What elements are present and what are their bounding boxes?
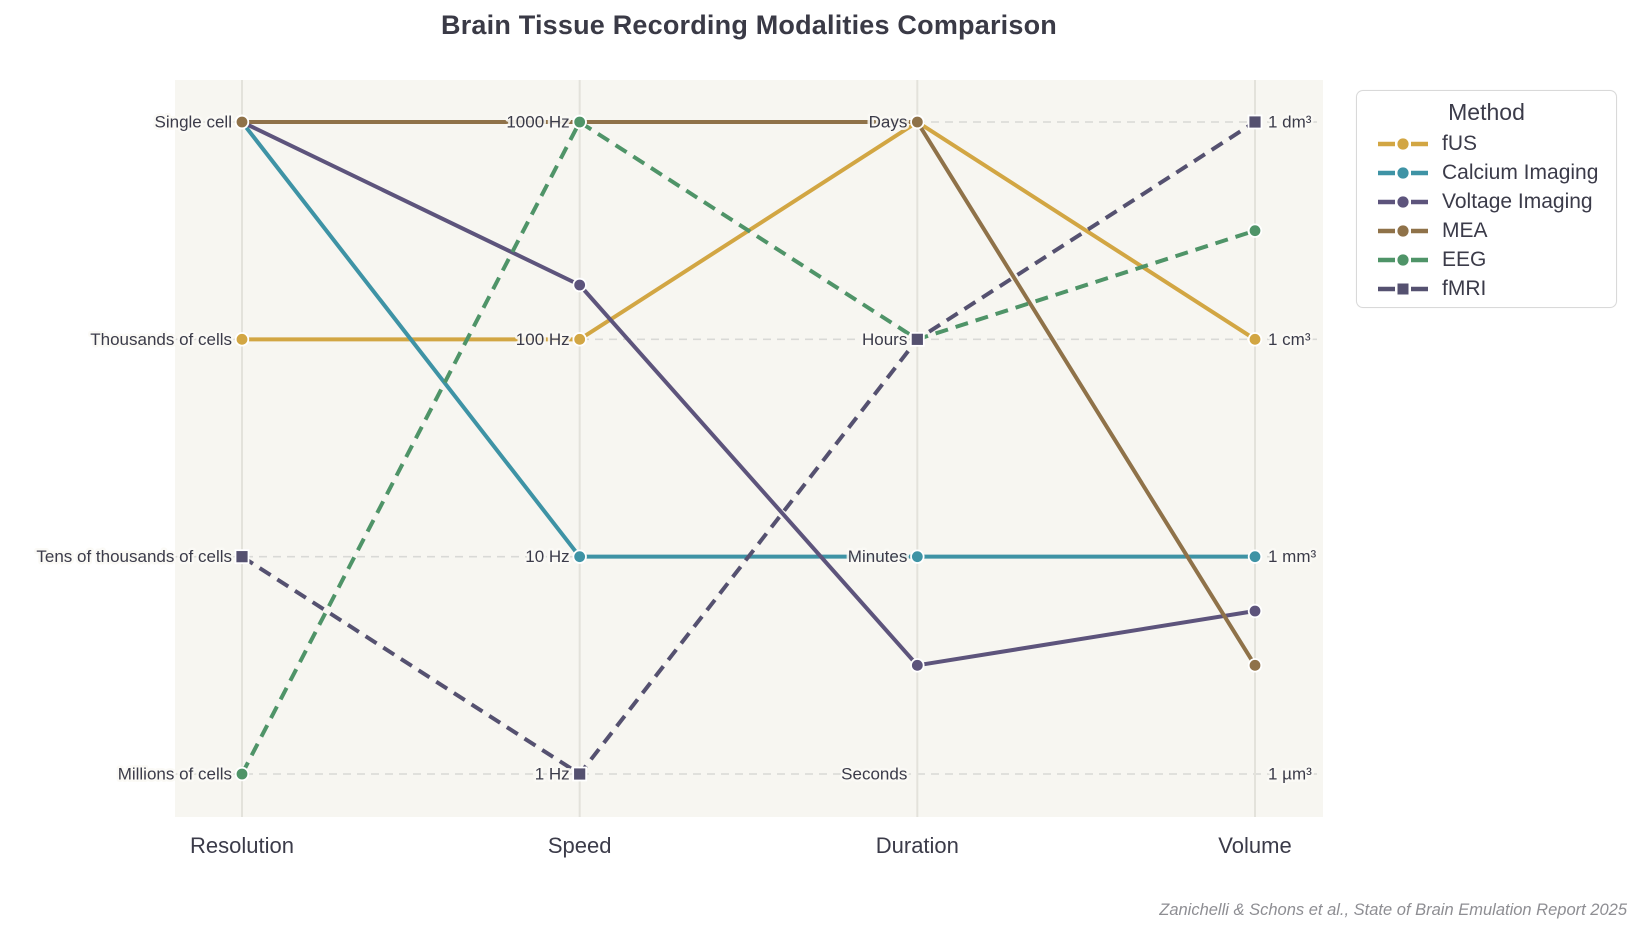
legend-swatch-mea [1378, 224, 1428, 237]
legend-swatch-fmri [1378, 283, 1428, 294]
series-marker-fmri [909, 331, 925, 347]
legend: Method fUS Calcium Imaging Voltage Imaging… [1356, 90, 1617, 308]
tick-label-duration-1: Hours [862, 330, 907, 349]
series-marker-calcium-imaging [910, 549, 925, 564]
legend-item-mea: MEA [1357, 216, 1616, 245]
series-marker-calcium-imaging [572, 549, 587, 564]
chart-title: Brain Tissue Recording Modalities Compar… [441, 10, 1057, 40]
series-marker-eeg [572, 114, 587, 130]
tick-label-duration-2: Minutes [848, 547, 908, 566]
legend-swatch-calcium-imaging [1378, 166, 1428, 179]
series-marker-voltage-imaging [1247, 603, 1263, 619]
series-marker-fus [234, 332, 250, 347]
tick-label-resolution-3: Millions of cells [118, 765, 232, 784]
legend-title: Method [1448, 99, 1525, 125]
series-marker-fus [1247, 332, 1263, 347]
tick-label-speed-1: 100 Hz [516, 330, 570, 349]
tick-label-resolution-1: Thousands of cells [90, 330, 232, 349]
legend-item-voltage-imaging: Voltage Imaging [1357, 187, 1616, 216]
series-marker-fmri [572, 766, 588, 782]
axis-title-duration: Duration [876, 833, 959, 858]
series-line-eeg [240, 120, 1256, 775]
axis-title-speed: Speed [548, 833, 612, 858]
series-marker-mea [910, 114, 925, 130]
tick-label-speed-0: 1000 Hz [506, 113, 569, 132]
legend-item-fmri: fMRI [1357, 274, 1616, 303]
series-marker-eeg [1247, 223, 1263, 238]
legend-item-eeg: EEG [1357, 245, 1616, 274]
legend-item-label: Voltage Imaging [1442, 189, 1593, 213]
tick-label-volume-1: 1 cm³ [1268, 330, 1311, 349]
series-line-voltage-imaging [241, 120, 1256, 668]
series-marker-fmri [234, 549, 250, 565]
axis-title-resolution: Resolution [190, 833, 294, 858]
legend-items: fUS Calcium Imaging Voltage Imaging MEA EEG f… [1357, 129, 1616, 303]
legend-swatch-eeg [1378, 253, 1428, 266]
legend-item-calcium-imaging: Calcium Imaging [1357, 158, 1616, 187]
legend-swatch-fus [1378, 137, 1428, 150]
tick-label-speed-2: 10 Hz [525, 547, 569, 566]
axis-title-volume: Volume [1218, 833, 1291, 858]
legend-item-label: fMRI [1442, 276, 1487, 300]
legend-item-label: MEA [1442, 218, 1488, 242]
attribution-caption: Zanichelli & Schons et al., State of Bra… [1159, 901, 1627, 919]
series-marker-calcium-imaging [1247, 549, 1263, 564]
tick-label-volume-2: 1 mm³ [1268, 547, 1317, 566]
series-marker-fmri [1247, 114, 1263, 130]
legend-swatch-voltage-imaging [1378, 195, 1428, 208]
series-marker-mea [1247, 658, 1263, 673]
legend-item-label: Calcium Imaging [1442, 160, 1599, 184]
legend-item-label: fUS [1442, 131, 1478, 155]
series-marker-eeg [234, 766, 250, 782]
tick-label-duration-3: Seconds [841, 765, 907, 784]
tick-label-speed-3: 1 Hz [535, 765, 570, 784]
tick-label-resolution-2: Tens of thousands of cells [36, 547, 232, 566]
series-line-fmri [240, 120, 1257, 776]
series-marker-voltage-imaging [910, 658, 925, 673]
legend-item-fus: fUS [1357, 129, 1616, 158]
legend-item-label: EEG [1442, 247, 1487, 271]
tick-label-resolution-0: Single cell [155, 113, 233, 132]
tick-label-volume-3: 1 µm³ [1268, 765, 1312, 784]
series-marker-voltage-imaging [572, 277, 587, 293]
series-line-mea [242, 120, 1257, 667]
tick-label-duration-0: Days [869, 113, 908, 132]
tick-label-volume-0: 1 dm³ [1268, 113, 1312, 132]
series-marker-fus [572, 332, 587, 347]
series-marker-mea [234, 114, 250, 130]
